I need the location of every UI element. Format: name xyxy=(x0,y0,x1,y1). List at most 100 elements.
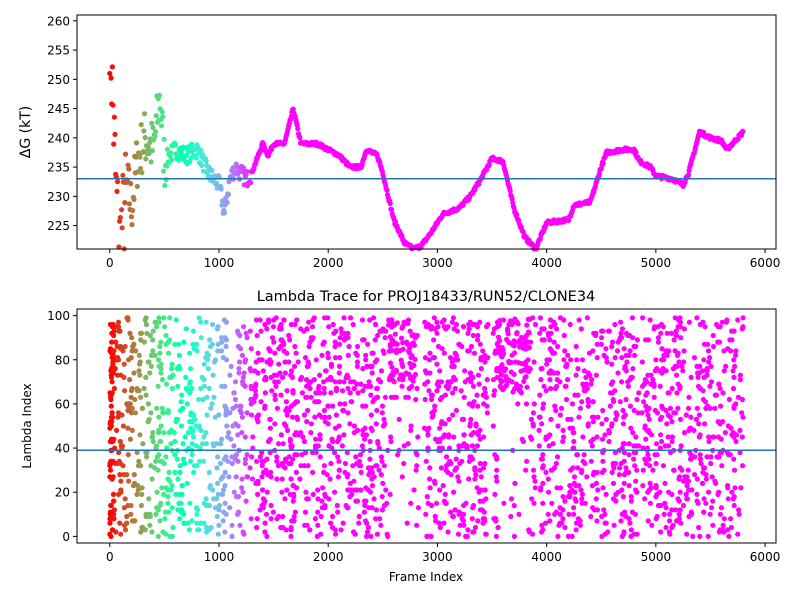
top-data-point xyxy=(200,168,207,174)
bot-y-tick-label: 40 xyxy=(55,442,70,456)
bottom-data-point xyxy=(407,350,413,356)
bottom-data-point xyxy=(293,485,300,491)
bottom-data-point xyxy=(344,505,350,511)
bottom-data-point xyxy=(459,511,466,517)
bottom-data-point xyxy=(211,359,218,365)
bottom-data-point xyxy=(600,328,606,334)
bottom-data-point xyxy=(431,315,437,321)
bottom-data-point xyxy=(287,436,293,442)
bottom-data-point xyxy=(302,509,309,515)
bottom-data-point xyxy=(431,355,437,361)
bottom-data-point xyxy=(591,414,597,420)
bottom-data-point xyxy=(453,456,459,462)
bottom-data-point xyxy=(209,341,215,347)
bottom-data-point xyxy=(415,505,421,511)
bottom-data-point xyxy=(182,434,188,440)
bottom-data-point xyxy=(267,449,273,456)
bottom-data-point xyxy=(707,355,713,361)
bottom-data-point xyxy=(622,363,628,369)
top-y-tick-label: 225 xyxy=(47,219,70,233)
bottom-data-point xyxy=(219,436,225,442)
bottom-data-point xyxy=(219,383,225,389)
bottom-data-point xyxy=(134,388,140,394)
bottom-data-point xyxy=(682,430,688,436)
bottom-data-point xyxy=(143,321,149,328)
bottom-data-point xyxy=(508,359,514,365)
bottom-data-point xyxy=(215,531,221,537)
bottom-data-point xyxy=(739,410,745,416)
bottom-data-point xyxy=(163,454,169,460)
bottom-data-point xyxy=(548,416,554,422)
bottom-data-point xyxy=(688,509,695,515)
bottom-data-point xyxy=(493,350,499,356)
bottom-data-point xyxy=(647,500,654,506)
bottom-data-point xyxy=(148,463,154,469)
bottom-data-point xyxy=(539,522,545,528)
bottom-data-point xyxy=(710,343,717,350)
bottom-data-point xyxy=(155,383,161,389)
bottom-data-point xyxy=(346,487,352,493)
bottom-data-point xyxy=(432,403,438,409)
bottom-data-point xyxy=(154,454,160,460)
bottom-data-point xyxy=(528,416,535,422)
bottom-data-point xyxy=(204,412,210,418)
bottom-data-point xyxy=(710,434,716,440)
bottom-data-point xyxy=(408,500,414,506)
bottom-data-point xyxy=(484,410,490,416)
bottom-data-point xyxy=(328,460,334,467)
bottom-data-point xyxy=(716,381,722,387)
bottom-data-point xyxy=(474,443,480,449)
bottom-data-point xyxy=(239,430,245,436)
bottom-data-point xyxy=(640,445,646,451)
top-data-point xyxy=(514,211,520,218)
bottom-data-point xyxy=(590,419,597,425)
bottom-data-point xyxy=(739,434,745,440)
bottom-data-point xyxy=(282,370,288,376)
bottom-data-point xyxy=(162,324,168,330)
bottom-data-point xyxy=(703,472,709,478)
bottom-data-point xyxy=(379,494,385,500)
bottom-data-point xyxy=(575,516,582,522)
bottom-data-point xyxy=(496,345,502,351)
bottom-data-point xyxy=(108,403,114,409)
bottom-data-point xyxy=(677,507,683,513)
bottom-data-point xyxy=(253,480,259,486)
bottom-data-point xyxy=(155,533,161,540)
bottom-data-point xyxy=(443,383,449,389)
bottom-data-point xyxy=(381,463,387,469)
bottom-data-point xyxy=(137,432,143,438)
bottom-data-point xyxy=(369,483,376,489)
bottom-data-point xyxy=(737,427,743,433)
bottom-data-point xyxy=(679,363,685,369)
bottom-data-point xyxy=(530,410,537,416)
bottom-data-point xyxy=(514,382,520,388)
bottom-data-point xyxy=(708,363,714,369)
bottom-data-point xyxy=(332,489,338,495)
bottom-data-point xyxy=(405,441,411,447)
top-data-point xyxy=(143,156,149,162)
bottom-data-point xyxy=(279,489,285,495)
bottom-data-point xyxy=(336,379,343,385)
bottom-data-point xyxy=(107,509,114,515)
bottom-data-point xyxy=(626,441,632,447)
bottom-data-point xyxy=(646,405,652,411)
bottom-data-point xyxy=(619,326,626,332)
bottom-data-point xyxy=(129,335,135,341)
bottom-data-point xyxy=(472,476,478,482)
bottom-data-point xyxy=(358,469,364,475)
bottom-data-point xyxy=(362,502,368,509)
bottom-data-point xyxy=(475,372,482,378)
bottom-data-point xyxy=(634,337,641,343)
bottom-data-point xyxy=(315,522,321,528)
bottom-data-point xyxy=(366,472,372,478)
bottom-data-point xyxy=(148,410,154,416)
bottom-data-point xyxy=(571,474,578,480)
bottom-data-point xyxy=(356,520,362,526)
bottom-data-point xyxy=(285,427,291,433)
bottom-data-point xyxy=(600,485,606,491)
bottom-data-point xyxy=(696,421,702,427)
bottom-data-point xyxy=(110,491,117,497)
bottom-data-point xyxy=(381,502,388,509)
bottom-data-point xyxy=(603,520,609,526)
bottom-data-point xyxy=(281,421,288,427)
